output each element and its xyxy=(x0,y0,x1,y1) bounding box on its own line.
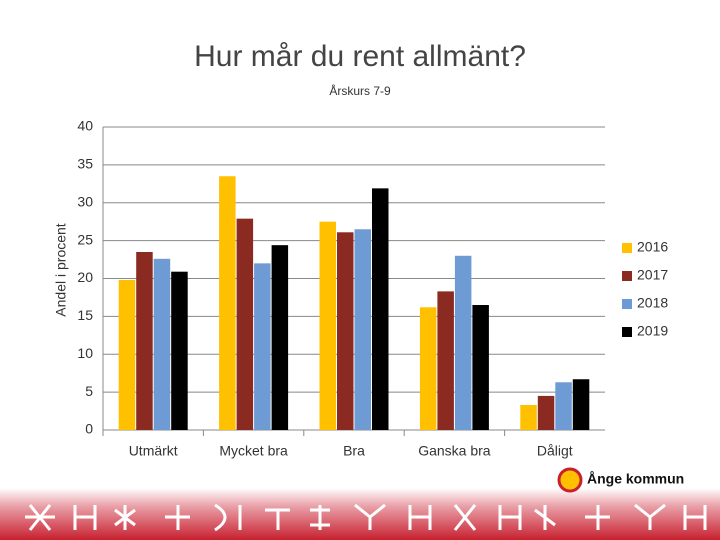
legend-label: 2017 xyxy=(637,267,668,283)
bar xyxy=(337,232,354,430)
bar xyxy=(354,229,371,430)
bar xyxy=(171,271,188,430)
chart-title: Hur mår du rent allmänt? xyxy=(194,40,526,73)
bar xyxy=(537,395,555,430)
footer-band xyxy=(0,488,720,540)
bar xyxy=(219,176,236,430)
y-tick-label: 30 xyxy=(77,193,93,209)
bar xyxy=(118,280,136,430)
legend-swatch xyxy=(622,299,632,309)
x-tick-label: Utmärkt xyxy=(129,443,178,459)
bar xyxy=(236,218,254,430)
y-tick-label: 25 xyxy=(77,231,93,247)
bar xyxy=(555,382,572,430)
bar xyxy=(153,258,171,430)
bar xyxy=(319,221,336,430)
x-tick-label: Dåligt xyxy=(537,443,573,459)
y-tick-label: 15 xyxy=(77,307,93,323)
y-tick-label: 10 xyxy=(77,345,93,361)
legend-label: 2019 xyxy=(637,323,668,339)
y-axis-label: Andel i procent xyxy=(53,223,69,317)
bar xyxy=(254,263,271,430)
legend-swatch xyxy=(622,271,632,281)
legend-swatch xyxy=(622,327,632,337)
bar xyxy=(437,291,454,430)
bar xyxy=(372,188,389,430)
bar xyxy=(472,305,489,430)
footer-ornaments xyxy=(25,503,707,532)
y-tick-label: 35 xyxy=(77,156,93,172)
bar xyxy=(454,255,472,430)
logo-icon xyxy=(557,467,583,493)
y-tick-label: 0 xyxy=(85,421,93,437)
y-tick-label: 40 xyxy=(77,118,93,134)
x-tick-label: Ganska bra xyxy=(418,443,491,459)
x-tick-label: Mycket bra xyxy=(219,443,288,459)
bar xyxy=(572,379,590,430)
x-tick-label: Bra xyxy=(343,443,365,459)
logo-text: Ånge kommun xyxy=(587,471,684,487)
bar xyxy=(271,245,289,430)
bar xyxy=(136,251,153,430)
y-tick-label: 5 xyxy=(85,383,93,399)
y-tick-label: 20 xyxy=(77,269,93,285)
bar xyxy=(419,307,437,430)
chart-subtitle: Årskurs 7-9 xyxy=(329,83,391,98)
legend-label: 2018 xyxy=(637,295,668,311)
bar xyxy=(520,405,537,430)
legend-label: 2016 xyxy=(637,239,668,255)
legend-swatch xyxy=(622,243,632,253)
